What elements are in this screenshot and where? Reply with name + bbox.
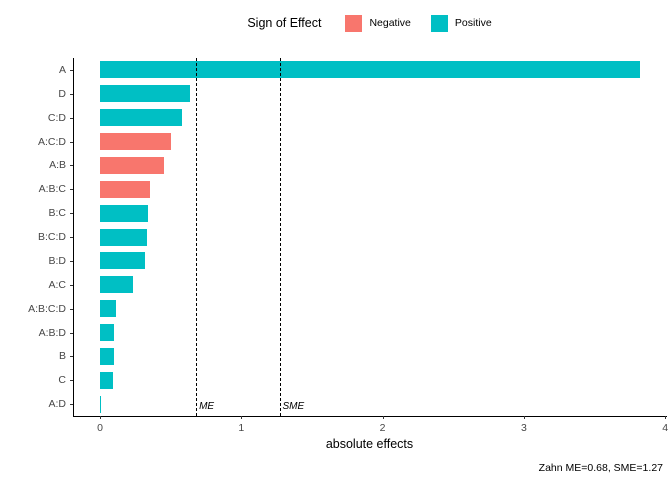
y-axis-tick [70,237,73,238]
y-axis-label-A:D: A:D [48,398,66,411]
x-axis-tick-label: 4 [662,422,669,434]
y-axis-tick [70,284,73,286]
reference-line-label-sme: SME [282,401,305,412]
bar-D [100,85,191,103]
y-axis-tick [70,213,73,215]
bar-A:C:D [100,133,171,150]
legend: Sign of Effect Negative Positive [73,10,666,36]
bar-C [100,371,113,389]
y-axis-label-A:C:D: A:C:D [37,135,66,148]
reference-line-me [196,58,198,416]
bar-B:C [100,204,148,222]
x-axis-tick [665,416,667,419]
bar-A:B:C:D [100,300,116,318]
legend-item-label: Positive [454,17,492,29]
y-axis-label-A: A [58,63,66,76]
y-axis-label-B:C:D: B:C:D [37,231,66,243]
bar-A:B:D [100,324,115,341]
x-axis-tick [382,416,384,419]
y-axis-label-D: D [58,87,66,100]
y-axis-tick [70,356,73,358]
bar-A:D [100,395,102,413]
x-axis-title: absolute effects [325,437,414,451]
bar-A:B:C [100,180,150,198]
y-axis-tick [70,93,73,95]
y-axis-tick [70,308,73,310]
plot-panel: A D C:D A:C:D A:B A:B:C B:C B:C:D B:D A:C A:B:C:D A… [28,58,668,434]
y-axis-label-B:C: B:C [48,207,66,220]
x-axis-tick-label: 0 [97,422,103,434]
bar-B:C:D [100,228,147,246]
negative-color-swatch [345,14,363,32]
bar-A:C [100,276,133,294]
positive-color-swatch [430,14,448,32]
y-axis-tick [70,380,73,382]
y-axis-label-C:D: C:D [47,111,66,124]
y-axis-label-A:B:D: A:B:D [38,326,66,339]
bar-A [100,61,640,79]
reference-line-label-me: ME [199,401,215,412]
y-axis-label-A:B:C: A:B:C [38,183,66,196]
y-axis-tick [70,141,73,143]
y-axis-label-A:C: A:C [48,278,66,291]
y-axis-label-B:D: B:D [48,254,66,267]
reference-line-sme [279,58,281,416]
legend-item-label: Negative [369,17,411,29]
y-axis-label-C: C [58,374,66,387]
y-axis-tick [70,260,73,262]
y-axis-tick [70,404,73,406]
legend-item-negative: Negative [345,14,411,32]
y-axis-tick [70,69,73,71]
bar-C:D [100,109,182,127]
legend-item-positive: Positive [430,14,492,32]
bar-B:D [100,252,146,270]
caption: Zahn ME=0.68, SME=1.27 [538,462,663,474]
x-axis-tick [241,416,243,419]
bar-B [100,347,115,365]
y-axis-label-A:B: A:B [49,159,66,172]
bar-A:B [100,156,164,174]
y-axis-tick [70,117,73,119]
y-axis-tick [70,332,73,334]
y-axis-label-A:B:C:D: A:B:C:D [28,302,66,315]
x-axis-tick-label: 2 [379,422,386,434]
y-axis-tick [70,165,73,167]
y-axis-tick [70,189,73,191]
legend-title: Sign of Effect [247,16,322,30]
x-axis-tick-label: 3 [520,422,527,434]
y-axis-label-B: B [58,350,66,363]
x-axis-tick [100,416,101,419]
x-axis-tick [523,416,525,419]
x-axis-tick-label: 1 [238,422,245,434]
